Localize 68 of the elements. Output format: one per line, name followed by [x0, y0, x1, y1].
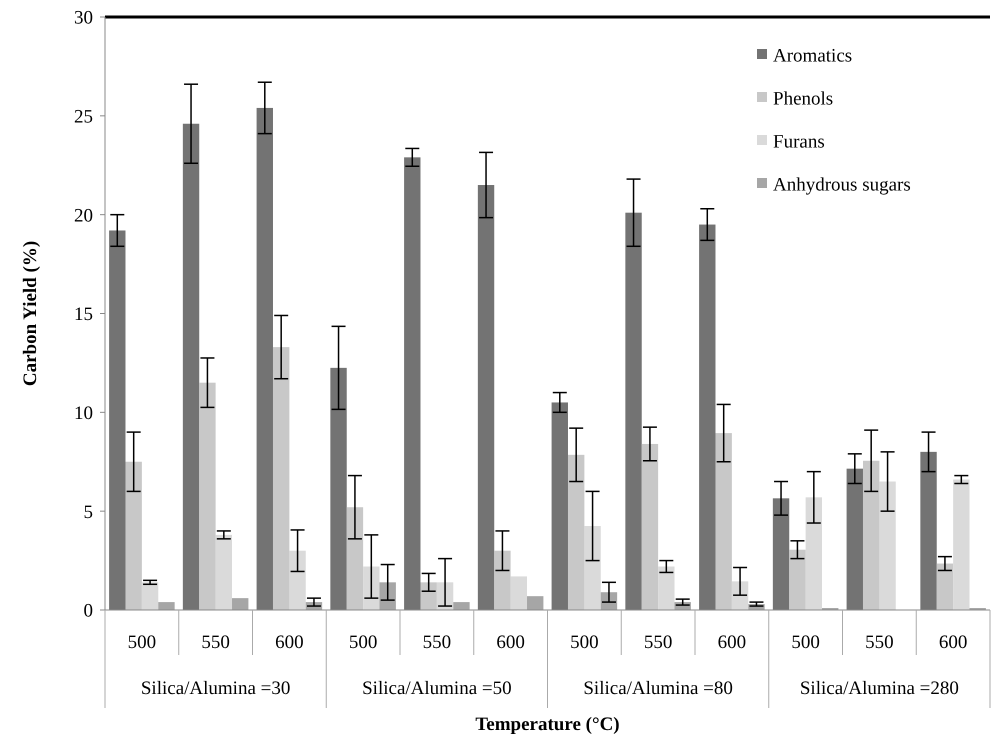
y-axis-title: Carbon Yield (%) — [20, 240, 41, 386]
bar — [199, 382, 216, 610]
x-tick-label: 600 — [718, 632, 746, 653]
x-axis-title: Temperature (°C) — [475, 714, 620, 735]
bar — [346, 507, 364, 610]
bar — [658, 566, 675, 610]
x-tick-label: 500 — [570, 632, 599, 653]
bar — [584, 526, 601, 610]
bar — [527, 596, 544, 610]
x-tick-label: 550 — [865, 632, 894, 653]
bar — [142, 582, 158, 610]
bar — [232, 598, 248, 610]
bar — [216, 534, 232, 610]
bar — [478, 185, 494, 610]
x-tick-label: 500 — [348, 632, 378, 653]
x-tick-label: 600 — [275, 632, 304, 653]
bar — [363, 566, 380, 610]
bar — [642, 444, 658, 610]
bar — [272, 347, 290, 610]
y-tick-label: 0 — [84, 600, 93, 622]
bar — [494, 550, 511, 610]
legend-label: Aromatics — [773, 46, 852, 67]
bar — [732, 581, 748, 610]
bar — [256, 108, 273, 610]
bar — [568, 454, 584, 610]
bar — [453, 602, 470, 610]
text: Silica/Alumina =30 — [140, 678, 290, 699]
bar — [510, 576, 528, 610]
bar — [789, 550, 806, 610]
bar — [330, 368, 347, 610]
y-tick-label: 15 — [74, 304, 93, 326]
x-tick-label: 550 — [422, 632, 452, 653]
bar — [772, 498, 790, 610]
bar — [846, 468, 863, 610]
bar — [862, 460, 880, 610]
legend-label: Anhydrous sugars — [773, 174, 911, 196]
y-tick-label: 5 — [84, 502, 93, 523]
bar — [109, 230, 126, 610]
bar — [936, 564, 954, 610]
bar — [125, 462, 142, 610]
bar — [625, 212, 642, 610]
bar — [420, 582, 437, 610]
text: Silica/Alumina =280 — [800, 678, 959, 699]
text: Silica/Alumina =80 — [583, 678, 733, 699]
bar — [920, 452, 937, 610]
bar — [879, 482, 896, 610]
y-tick-label: 25 — [74, 106, 93, 128]
legend-label: Furans — [773, 132, 825, 153]
x-tick-label: 500 — [791, 632, 820, 653]
y-tick-label: 20 — [74, 205, 93, 226]
bar — [404, 157, 420, 610]
bar — [552, 402, 568, 610]
x-tick-label: 600 — [496, 632, 525, 653]
text: Silica/Alumina =50 — [362, 678, 512, 699]
x-tick-label: 550 — [644, 632, 672, 653]
x-tick-label: 550 — [201, 632, 230, 653]
bar — [182, 124, 200, 610]
bar — [158, 602, 175, 610]
y-tick-label: 10 — [74, 402, 93, 424]
bar — [289, 550, 306, 610]
bar — [806, 497, 822, 610]
bar — [699, 224, 716, 610]
bar — [953, 480, 970, 610]
x-tick-label: 600 — [938, 632, 968, 653]
y-tick-label: 30 — [74, 8, 93, 29]
bar — [715, 433, 732, 610]
legend-label: Phenols — [773, 88, 834, 110]
x-tick-label: 500 — [128, 632, 156, 653]
